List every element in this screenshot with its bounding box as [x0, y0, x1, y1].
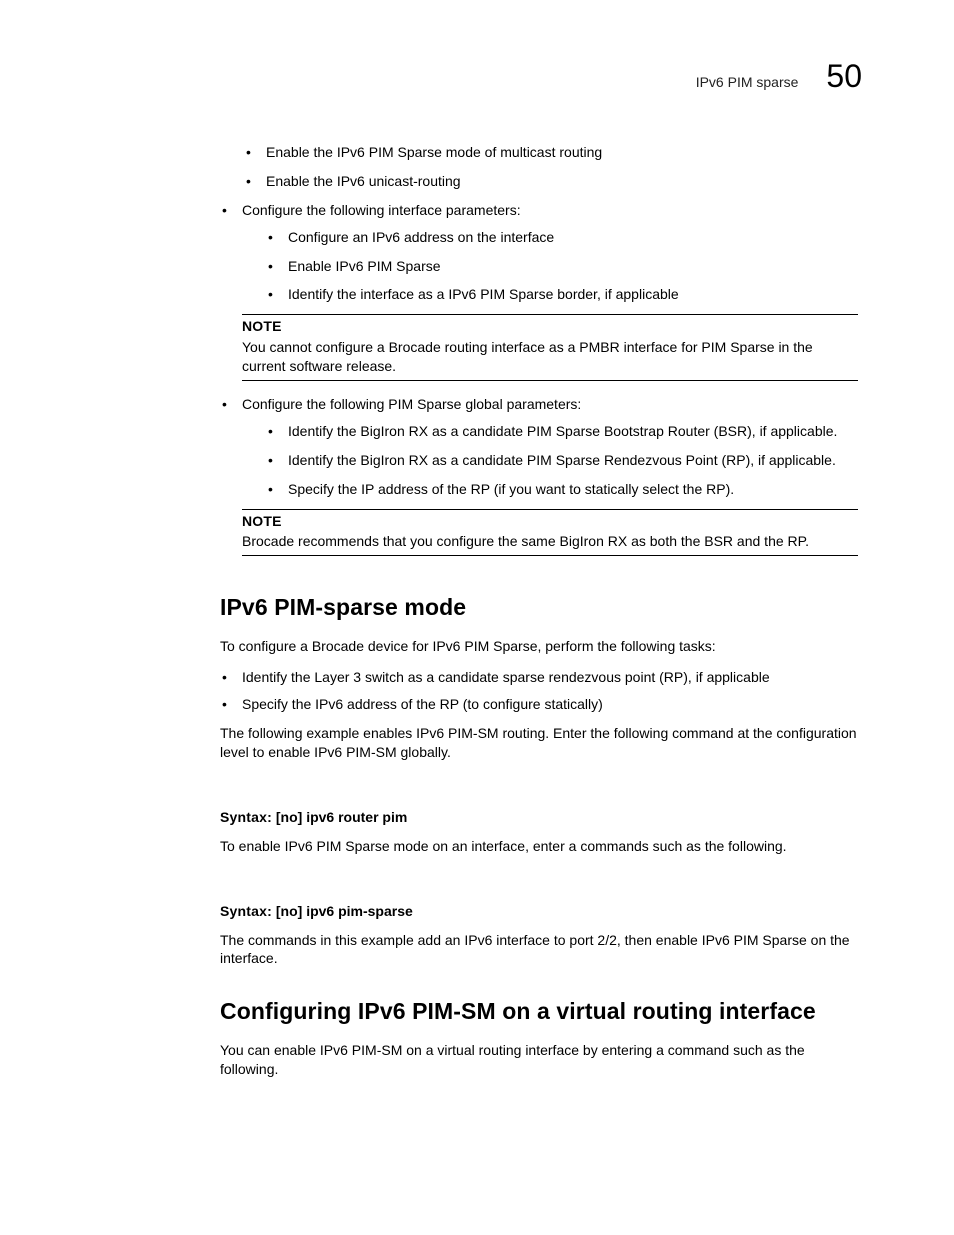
- running-head: IPv6 PIM sparse 50: [86, 58, 868, 95]
- list-text: Configure an IPv6 address on the interfa…: [288, 229, 554, 245]
- body-text: The commands in this example add an IPv6…: [220, 931, 858, 969]
- list-item: Enable IPv6 PIM Sparse: [266, 257, 858, 276]
- note-body: Brocade recommends that you configure th…: [242, 532, 858, 551]
- mid-inner-list: Identify the BigIron RX as a candidate P…: [242, 422, 858, 499]
- list-text: Enable the IPv6 PIM Sparse mode of multi…: [266, 144, 602, 160]
- top-inner-list-b: Configure an IPv6 address on the interfa…: [242, 228, 858, 305]
- list-text: Identify the BigIron RX as a candidate P…: [288, 452, 836, 468]
- content-area: Enable the IPv6 PIM Sparse mode of multi…: [220, 143, 858, 1079]
- list-item: Specify the IP address of the RP (if you…: [266, 480, 858, 499]
- syntax-command: [no] ipv6 pim-sparse: [272, 903, 413, 919]
- note-rule-bottom: [242, 380, 858, 381]
- note-label: NOTE: [242, 317, 858, 336]
- note-label: NOTE: [242, 512, 858, 531]
- section-heading-pim-sparse-mode: IPv6 PIM-sparse mode: [220, 592, 858, 623]
- list-item: Configure the following interface parame…: [220, 201, 858, 305]
- list-item: Specify the IPv6 address of the RP (to c…: [220, 695, 858, 714]
- syntax-command: [no] ipv6 router pim: [272, 809, 407, 825]
- mid-outer-list: Configure the following PIM Sparse globa…: [220, 395, 858, 499]
- list-text: Specify the IPv6 address of the RP (to c…: [242, 696, 603, 712]
- list-item: Identify the Layer 3 switch as a candida…: [220, 668, 858, 687]
- note-block-1: NOTE You cannot configure a Brocade rout…: [242, 314, 858, 381]
- body-text: The following example enables IPv6 PIM-S…: [220, 724, 858, 762]
- syntax-line-2: Syntax: [no] ipv6 pim-sparse: [220, 902, 858, 921]
- syntax-line-1: Syntax: [no] ipv6 router pim: [220, 808, 858, 827]
- body-text: To enable IPv6 PIM Sparse mode on an int…: [220, 837, 858, 856]
- list-item: Configure the following PIM Sparse globa…: [220, 395, 858, 499]
- section1-list: Identify the Layer 3 switch as a candida…: [220, 668, 858, 714]
- list-text: Enable the IPv6 unicast-routing: [266, 173, 461, 189]
- syntax-label: Syntax:: [220, 903, 272, 919]
- note-body: You cannot configure a Brocade routing i…: [242, 338, 858, 376]
- page-number: 50: [826, 58, 862, 95]
- top-outer-list: Configure the following interface parame…: [220, 201, 858, 305]
- body-text: To configure a Brocade device for IPv6 P…: [220, 637, 858, 656]
- note-block-2: NOTE Brocade recommends that you configu…: [242, 509, 858, 557]
- page: IPv6 PIM sparse 50 Enable the IPv6 PIM S…: [0, 0, 954, 1235]
- list-item: Identify the BigIron RX as a candidate P…: [266, 451, 858, 470]
- list-text: Configure the following PIM Sparse globa…: [242, 396, 581, 412]
- list-text: Specify the IP address of the RP (if you…: [288, 481, 734, 497]
- running-title: IPv6 PIM sparse: [696, 74, 799, 90]
- list-text: Identify the interface as a IPv6 PIM Spa…: [288, 286, 679, 302]
- list-item: Configure an IPv6 address on the interfa…: [266, 228, 858, 247]
- list-text: Enable IPv6 PIM Sparse: [288, 258, 441, 274]
- body-text: You can enable IPv6 PIM-SM on a virtual …: [220, 1041, 858, 1079]
- list-item: Identify the BigIron RX as a candidate P…: [266, 422, 858, 441]
- note-rule-bottom: [242, 555, 858, 556]
- list-item: Enable the IPv6 unicast-routing: [244, 172, 858, 191]
- list-item: Enable the IPv6 PIM Sparse mode of multi…: [244, 143, 858, 162]
- note-rule-top: [242, 509, 858, 510]
- top-inner-list-a: Enable the IPv6 PIM Sparse mode of multi…: [220, 143, 858, 191]
- note-rule-top: [242, 314, 858, 315]
- list-item: Identify the interface as a IPv6 PIM Spa…: [266, 285, 858, 304]
- syntax-label: Syntax:: [220, 809, 272, 825]
- list-text: Configure the following interface parame…: [242, 202, 521, 218]
- list-text: Identify the BigIron RX as a candidate P…: [288, 423, 837, 439]
- section-heading-virtual-routing: Configuring IPv6 PIM-SM on a virtual rou…: [220, 996, 858, 1027]
- list-text: Identify the Layer 3 switch as a candida…: [242, 669, 770, 685]
